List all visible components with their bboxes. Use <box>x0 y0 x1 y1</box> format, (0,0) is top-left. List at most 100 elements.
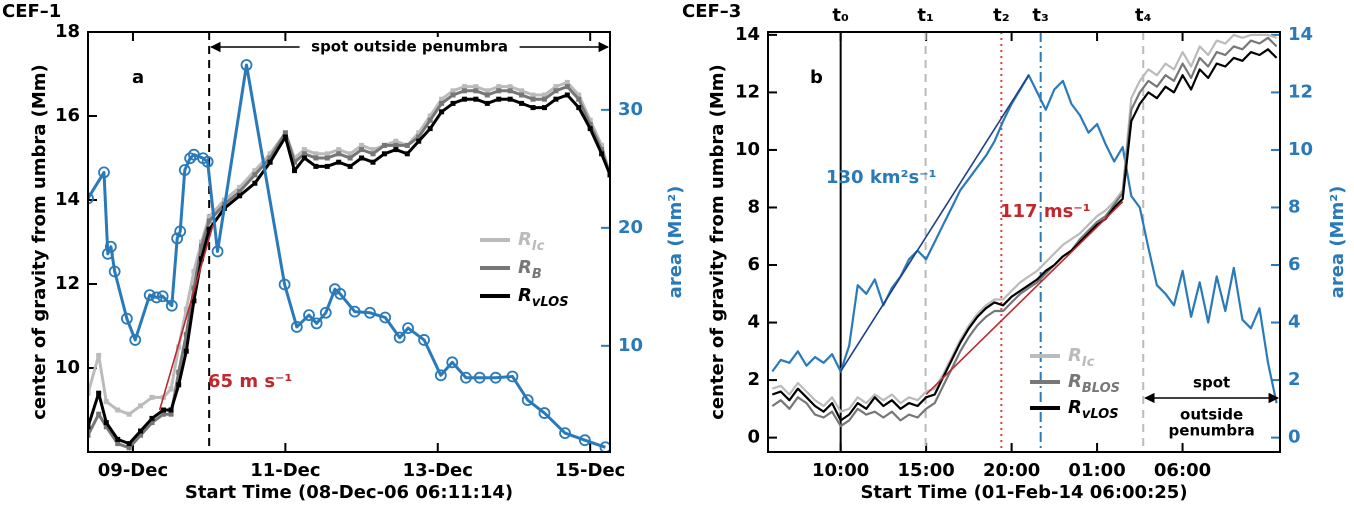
data-point <box>359 147 365 153</box>
y-tick-label: 4 <box>747 312 760 333</box>
data-point <box>506 370 519 383</box>
data-point <box>115 436 121 442</box>
data-point <box>324 163 330 169</box>
panel-title: CEF–1 <box>2 1 61 22</box>
y-tick-label: 12 <box>735 81 760 102</box>
data-point <box>290 321 303 333</box>
data-point <box>149 420 155 426</box>
data-point <box>599 147 605 153</box>
x-tick-label: 15-Dec <box>555 460 625 481</box>
data-point <box>348 305 361 318</box>
data-point <box>171 232 184 245</box>
data-point <box>199 243 205 249</box>
data-point <box>104 240 117 253</box>
data-point <box>576 96 582 102</box>
fit-line <box>158 224 214 411</box>
data-point <box>564 92 570 98</box>
series-line <box>771 48 1278 422</box>
data-point <box>267 151 273 157</box>
y-tick-label: 18 <box>55 21 80 42</box>
y-tick-label: 14 <box>735 24 760 45</box>
data-point <box>418 334 430 346</box>
data-point <box>496 88 502 94</box>
data-point <box>149 415 155 421</box>
data-point <box>174 225 187 238</box>
data-point <box>393 142 399 148</box>
data-point <box>541 105 547 111</box>
y2-tick-label: 0 <box>1288 427 1301 448</box>
data-point <box>450 88 456 94</box>
data-point <box>473 88 479 94</box>
data-point <box>96 411 102 417</box>
panel: CEF–1 a 09-Dec 11-Dec 13-Dec 15-Dec Start Time… <box>2 1 686 503</box>
data-point <box>473 84 479 90</box>
x-axis-label: Start Time (01-Feb-14 06:00:25) <box>860 482 1187 503</box>
data-point <box>416 130 422 136</box>
data-point <box>564 84 570 90</box>
data-point <box>370 151 376 157</box>
data-point <box>446 356 459 369</box>
data-point <box>416 134 422 140</box>
data-point <box>439 109 445 115</box>
data-point <box>103 420 109 426</box>
data-point <box>282 134 288 140</box>
data-point <box>541 96 547 102</box>
data-point <box>292 159 298 165</box>
x-tick-label: 10:00 <box>812 460 869 481</box>
y2-axis-label: area (Mm²) <box>1327 186 1348 299</box>
data-point <box>427 117 433 123</box>
marker-line-label: t₄ <box>1135 5 1152 26</box>
legend-label: RIc <box>518 229 545 254</box>
data-point <box>599 142 605 148</box>
y2-tick-label: 14 <box>1288 24 1313 45</box>
data-point <box>126 411 132 417</box>
data-point <box>484 92 490 98</box>
x-tick-label: 01:00 <box>1068 460 1125 481</box>
data-point <box>96 390 102 396</box>
y-tick-label: 8 <box>747 196 760 217</box>
data-point <box>507 88 513 94</box>
y2-tick-label: 8 <box>1288 196 1301 217</box>
data-point <box>184 152 197 165</box>
data-point <box>336 147 342 153</box>
data-point <box>252 172 258 178</box>
data-point <box>530 105 536 111</box>
panel-title: CEF–3 <box>682 1 741 22</box>
region-label: outside <box>1180 406 1243 424</box>
fit-line <box>839 74 1030 372</box>
series-line <box>771 74 1278 404</box>
data-point <box>393 331 406 344</box>
data-point <box>183 306 189 312</box>
data-point <box>379 311 392 324</box>
region-label-bg <box>299 37 520 57</box>
y-axis-label: center of gravity from umbra (Mm) <box>29 64 50 420</box>
data-point <box>489 371 502 384</box>
y-axis-label: center of gravity from umbra (Mm) <box>707 64 728 420</box>
data-point <box>336 159 342 165</box>
annotation: 65 m s⁻¹ <box>208 371 292 392</box>
data-point <box>292 168 298 174</box>
data-point <box>473 96 479 102</box>
legend-label: RB <box>518 257 542 282</box>
data-point <box>201 155 214 168</box>
data-point <box>473 371 486 384</box>
panel-label: a <box>132 67 144 88</box>
data-point <box>267 155 273 161</box>
data-point <box>138 428 144 434</box>
data-point <box>564 79 570 85</box>
data-point <box>578 434 591 447</box>
data-point <box>143 289 156 301</box>
data-point <box>519 100 525 106</box>
data-point <box>156 290 169 303</box>
data-point <box>237 193 243 199</box>
data-point <box>237 189 243 195</box>
data-point <box>347 151 353 157</box>
data-point <box>282 130 288 136</box>
data-point <box>98 166 110 179</box>
data-point <box>183 348 189 354</box>
data-point <box>126 445 132 451</box>
plot-area <box>88 32 610 452</box>
data-point <box>427 126 433 132</box>
plot-area <box>771 32 1278 452</box>
